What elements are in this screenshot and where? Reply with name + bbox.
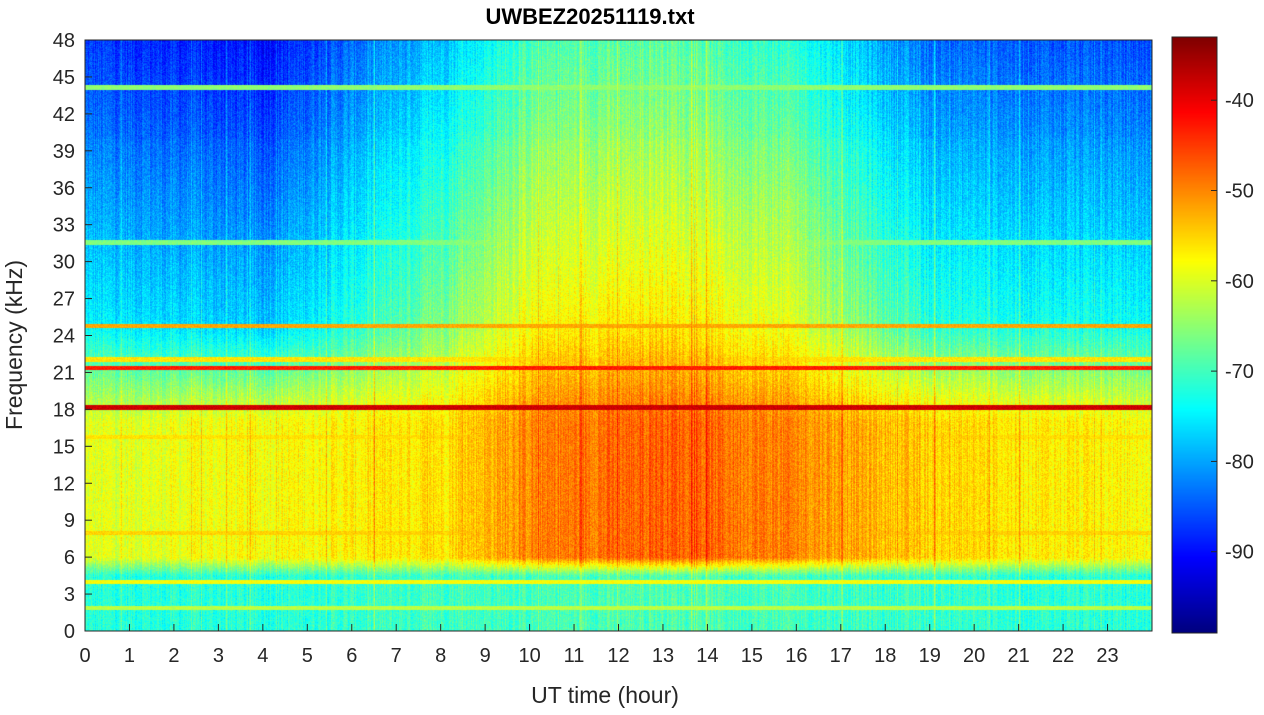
y-tick-label: 3 (64, 584, 75, 606)
y-tick-label: 33 (53, 215, 75, 237)
x-tick-label: 8 (435, 645, 446, 667)
x-tick-label: 11 (564, 645, 585, 667)
x-tick-label: 7 (391, 645, 402, 667)
x-tick-label: 21 (1008, 645, 1030, 667)
colorbar-tick-label: -90 (1225, 542, 1254, 564)
y-tick-label: 45 (53, 67, 75, 89)
x-tick-label: 22 (1052, 645, 1074, 667)
x-tick-label: 13 (652, 645, 674, 667)
x-tick-label: 2 (168, 645, 179, 667)
colorbar-tick-label: -80 (1225, 451, 1254, 473)
chart-title: UWBEZ20251119.txt (485, 4, 695, 29)
y-tick-label: 6 (64, 547, 75, 569)
y-tick-label: 18 (53, 399, 75, 421)
x-tick-label: 20 (963, 645, 985, 667)
colorbar-frame (1171, 36, 1218, 634)
x-tick-label: 9 (480, 645, 491, 667)
y-tick-label: 24 (53, 326, 75, 348)
y-tick-label: 12 (53, 473, 75, 495)
x-tick-label: 4 (257, 645, 268, 667)
x-tick-label: 0 (79, 645, 90, 667)
colorbar-tick-label: -60 (1225, 271, 1254, 293)
x-axis-label: UT time (hour) (531, 682, 679, 708)
colorbar-ticks: -40 -50 -60 -70 -80 -90 (1211, 90, 1254, 564)
colorbar-tick-label: -70 (1225, 361, 1254, 383)
x-tick-label: 3 (213, 645, 224, 667)
y-tick-label: 48 (53, 30, 75, 52)
x-tick-label: 10 (518, 645, 540, 667)
y-tick-label: 39 (53, 141, 75, 163)
y-tick-label: 27 (53, 289, 75, 311)
spectrogram-heatmap (85, 40, 1152, 631)
x-tick-label: 16 (785, 645, 807, 667)
colorbar-tick-label: -50 (1225, 181, 1254, 203)
y-tick-label: 21 (53, 362, 75, 384)
plot-area (85, 40, 1152, 631)
x-tick-label: 19 (919, 645, 941, 667)
x-tick-label: 1 (124, 645, 135, 667)
x-tick-label: 5 (302, 645, 313, 667)
y-tick-label: 30 (53, 252, 75, 274)
y-tick-label: 42 (53, 104, 75, 126)
colorbar-tick-label: -40 (1225, 90, 1254, 112)
y-tick-label: 0 (64, 621, 75, 643)
x-tick-label: 6 (346, 645, 357, 667)
x-tick-label: 12 (607, 645, 629, 667)
x-axis-ticks: 0 1 2 3 4 5 6 7 8 9 10 11 12 13 14 15 16 17 18 19 20 21 22 23 (79, 624, 1119, 667)
x-tick-label: 14 (696, 645, 718, 667)
y-axis-label: Frequency (kHz) (1, 260, 27, 430)
y-tick-label: 36 (53, 178, 75, 200)
x-tick-label: 17 (830, 645, 852, 667)
colorbar-gradient (1172, 37, 1217, 633)
y-tick-label: 9 (64, 510, 75, 532)
colorbar (1172, 37, 1217, 633)
x-tick-label: 18 (874, 645, 896, 667)
x-tick-label: 23 (1096, 645, 1118, 667)
x-tick-label: 15 (741, 645, 763, 667)
y-tick-label: 15 (53, 436, 75, 458)
